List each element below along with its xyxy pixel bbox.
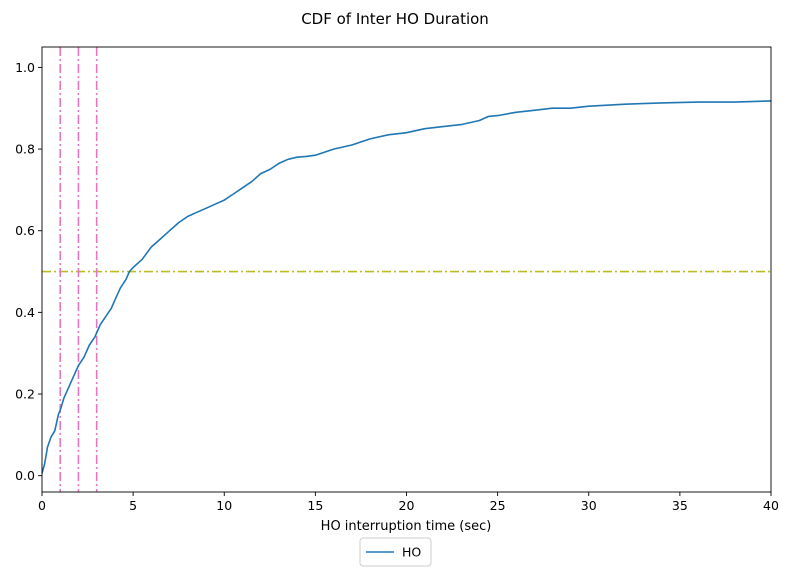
x-tick-label: 25 (490, 498, 506, 513)
x-tick-label: 40 (763, 498, 779, 513)
chart-title: CDF of Inter HO Duration (301, 10, 489, 28)
x-tick-label: 35 (672, 498, 688, 513)
x-tick-label: 5 (129, 498, 137, 513)
y-tick-label: 1.0 (15, 60, 35, 75)
x-tick-label: 0 (38, 498, 46, 513)
y-tick-label: 0.0 (15, 468, 35, 483)
y-tick-label: 0.4 (15, 305, 35, 320)
x-tick-label: 20 (399, 498, 415, 513)
x-axis-label: HO interruption time (sec) (321, 519, 492, 534)
legend-label: HO (402, 545, 421, 560)
plot-area (42, 47, 771, 492)
axes: 0 5 10 15 20 25 30 35 40 0.0 0.2 0.4 0.6 0.8 1.0 (15, 46, 779, 513)
y-tick-label: 0.2 (15, 387, 35, 402)
x-tick-label: 15 (307, 498, 323, 513)
y-tick-label: 0.6 (15, 223, 35, 238)
series-line-ho (42, 100, 771, 474)
legend-box (359, 537, 432, 567)
x-tick-label: 30 (581, 498, 597, 513)
x-tick-label: 10 (216, 498, 232, 513)
y-tick-label: 0.8 (15, 142, 35, 157)
legend: HO (359, 537, 432, 567)
axes-frame (41, 46, 772, 493)
